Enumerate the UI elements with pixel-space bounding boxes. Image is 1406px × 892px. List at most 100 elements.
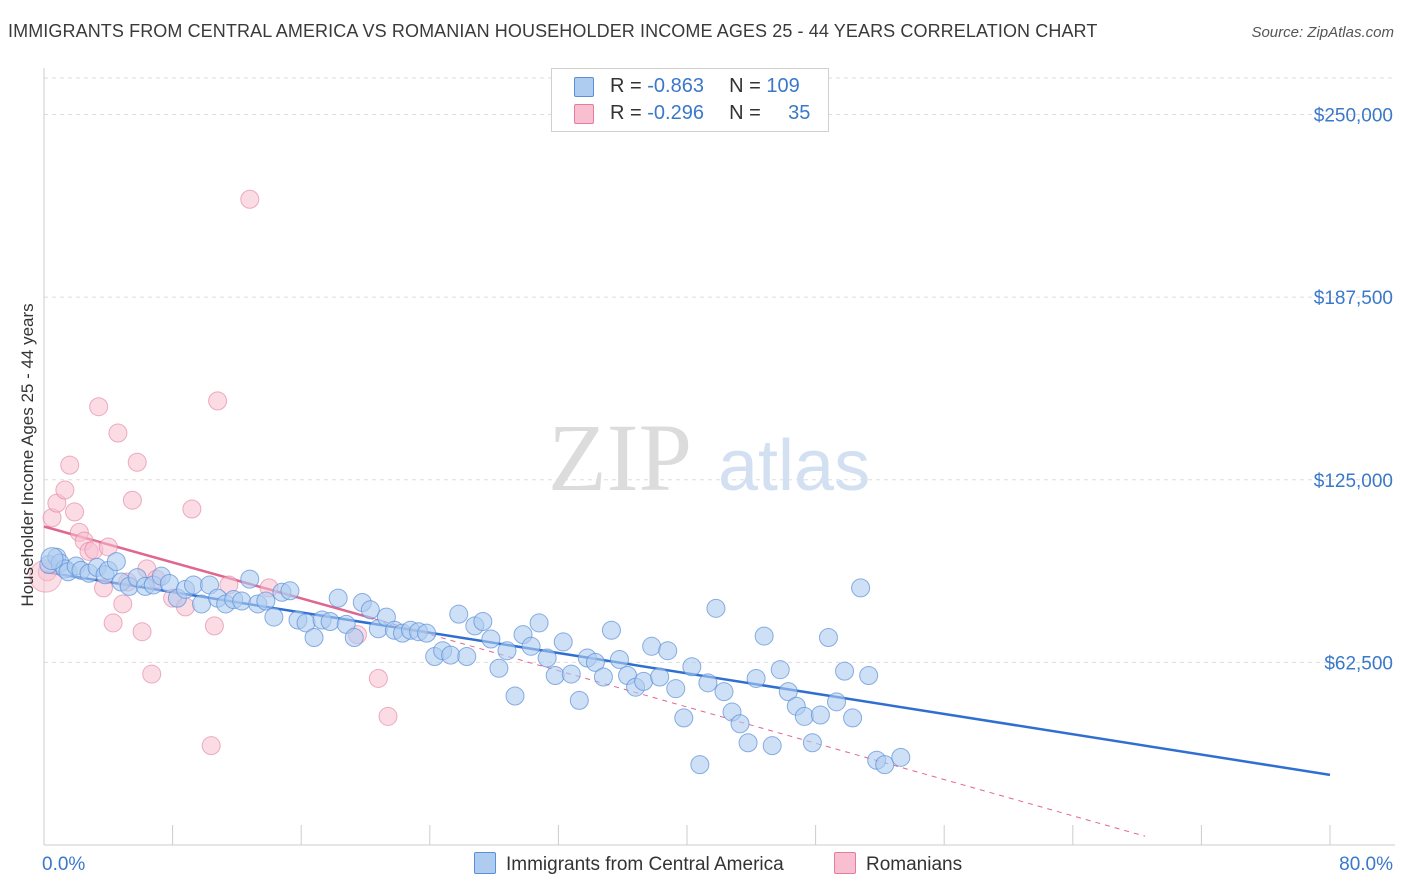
central-america-point-67 [553, 632, 573, 652]
central-america-point-94 [770, 660, 790, 680]
central-america-point-63 [521, 636, 541, 656]
bottom-legend-central-america: Immigrants from Central America [474, 852, 784, 876]
central-america-point-93 [762, 736, 782, 756]
romanians-point-19 [132, 622, 152, 642]
romanians-point-18 [127, 452, 147, 472]
legend-r-label: R = [610, 75, 642, 97]
central-america-point-82 [674, 708, 694, 728]
central-america-point-38 [320, 611, 340, 631]
central-america-point-100 [818, 628, 838, 648]
central-america-point-98 [802, 733, 822, 753]
central-america-point-57 [473, 611, 493, 631]
central-america-point-54 [449, 604, 469, 624]
romanians-point-12 [98, 537, 118, 557]
romanians-point-25 [182, 499, 202, 519]
central-america-point-64 [529, 613, 549, 633]
central-america-point-33 [280, 581, 300, 601]
legend-r-value: -0.296 [647, 102, 704, 124]
central-america-point-large [40, 547, 64, 571]
x-tick-label-1: 80.0% [1339, 854, 1393, 875]
legend-n-value: 109 [766, 75, 800, 97]
central-america-point-105 [859, 666, 879, 686]
central-america-point-91 [746, 668, 766, 688]
x-tick-labels: 0.0% 80.0% [42, 854, 1393, 875]
central-america-point-97 [794, 706, 814, 726]
central-america-point-69 [569, 690, 589, 710]
romanians-point-21 [142, 664, 162, 684]
y-tick-label-2: $187,500 [1314, 288, 1393, 309]
series-romanians-points [29, 189, 398, 756]
trend-line-romanians [43, 525, 374, 620]
central-america-point-108 [891, 747, 911, 767]
y-tick-label-1: $125,000 [1314, 471, 1393, 492]
central-america-point-68 [561, 664, 581, 684]
central-america-point-101 [826, 692, 846, 712]
central-america-point-95 [778, 682, 798, 702]
x-tick-label-0: 0.0% [42, 854, 85, 875]
romanians-point-10 [89, 397, 109, 417]
central-america-point-78 [642, 636, 662, 656]
central-america-point-73 [601, 620, 621, 640]
romanians-point-26 [201, 736, 221, 756]
legend-r-value: -0.863 [647, 75, 704, 97]
central-america-point-28 [240, 569, 260, 589]
central-america-point-36 [304, 628, 324, 648]
central-america-point-55 [457, 647, 477, 667]
stats-legend: R = -0.863 N = 109 R = -0.296 N = 35 [551, 68, 829, 132]
legend-swatch-romanians [574, 104, 594, 124]
romanians-point-4 [60, 455, 80, 475]
central-america-point-86 [706, 598, 726, 618]
central-america-point-65 [537, 648, 557, 668]
central-america-point-83 [682, 657, 702, 677]
watermark-zip: ZIP [548, 404, 692, 511]
central-america-point-81 [666, 679, 686, 699]
axes [43, 68, 1395, 846]
central-america-point-74 [609, 649, 629, 669]
legend-n-label: N = [729, 102, 761, 124]
chart-source: Source: ZipAtlas.com [1251, 24, 1394, 41]
central-america-point-87 [714, 682, 734, 702]
central-america-point-59 [489, 658, 509, 678]
bottom-legend-label: Romanians [866, 854, 963, 875]
romanians-point-17 [122, 490, 142, 510]
romanians-point-15 [113, 594, 133, 614]
romanians-point-30 [240, 189, 260, 209]
central-america-point-107 [875, 755, 895, 775]
romanians-point-34 [378, 706, 398, 726]
y-tick-label-0: $62,500 [1324, 653, 1393, 674]
central-america-point-66 [545, 666, 565, 686]
central-america-point-72 [593, 667, 613, 687]
central-america-point-89 [730, 714, 750, 734]
trend-lines [43, 525, 1331, 837]
central-america-point-21 [183, 575, 203, 595]
legend-n-value: 35 [788, 102, 811, 124]
romanians-point-27 [204, 616, 224, 636]
romanians-point-13 [103, 613, 123, 633]
central-america-point-60 [497, 641, 517, 661]
central-america-point-104 [851, 578, 871, 598]
central-america-point-30 [256, 591, 276, 611]
romanians-point-14 [108, 423, 128, 443]
romanians-point-5 [65, 502, 85, 522]
central-america-point-92 [754, 626, 774, 646]
central-america-point-41 [344, 628, 364, 648]
chart-title: IMMIGRANTS FROM CENTRAL AMERICA VS ROMAN… [8, 21, 1098, 41]
series-central-america-points [39, 547, 911, 775]
central-america-point-85 [698, 673, 718, 693]
central-america-point-53 [441, 645, 461, 665]
bottom-legend-label: Immigrants from Central America [506, 854, 784, 875]
central-america-point-79 [650, 667, 670, 687]
romanians-point-28 [208, 391, 228, 411]
central-america-point-58 [481, 629, 501, 649]
romanians-point-33 [368, 668, 388, 688]
legend-r-label: R = [610, 102, 642, 124]
central-america-point-102 [835, 661, 855, 681]
bottom-legend-swatch-romanians [834, 852, 856, 874]
central-america-point-27 [232, 591, 252, 611]
y-tick-label-3: $250,000 [1314, 106, 1393, 127]
legend-n-label: N = [729, 75, 761, 97]
central-america-point-99 [810, 705, 830, 725]
central-america-point-43 [360, 600, 380, 620]
central-america-point-39 [328, 588, 348, 608]
